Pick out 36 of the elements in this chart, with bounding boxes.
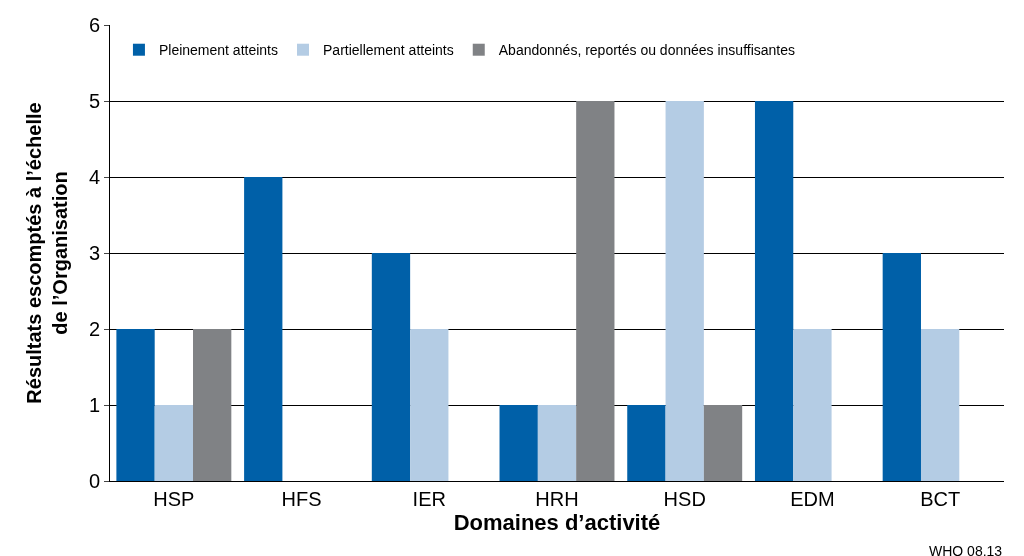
bar [116,329,155,481]
y-tick-label: 6 [88,14,100,36]
y-tick-label: 5 [88,90,100,112]
y-tick-label: 2 [88,318,100,340]
y-tick-label: 4 [88,166,100,188]
x-tick-label: BCT [920,488,961,510]
bar [793,329,832,481]
bar [410,329,449,481]
bar [244,177,283,481]
bar [703,405,743,481]
text: WHO 08.13 [929,543,1003,556]
x-tick-label: HSD [663,488,706,510]
x-tick-label: IER [412,488,446,510]
y-tick-label: 1 [88,394,100,416]
x-tick-label: HRH [535,488,579,510]
bar [193,329,232,481]
legend-label: Partiellement atteints [323,42,454,59]
x-axis-title: Domaines d’activité [453,510,661,535]
bar [627,405,666,481]
x-tick-label: HFS [281,488,322,510]
x-tick-label: HSP [153,488,195,510]
bar [754,101,794,481]
legend-label: Pleinement atteints [158,42,279,59]
bar [576,101,615,481]
bar [665,101,704,481]
bar [499,405,538,481]
y-tick-label: 3 [88,242,100,264]
bar [920,329,960,481]
bar [882,253,921,481]
y-axis-title: Résultats escomptés à l’échelle de l’Organisation [23,102,72,404]
bar [154,405,194,481]
legend-label: Abandonnés, reportés ou données insuffisantes [498,42,796,59]
bar [537,405,577,481]
bar [371,253,411,481]
x-tick-label: EDM [790,488,835,510]
y-tick-label: 0 [88,470,100,492]
